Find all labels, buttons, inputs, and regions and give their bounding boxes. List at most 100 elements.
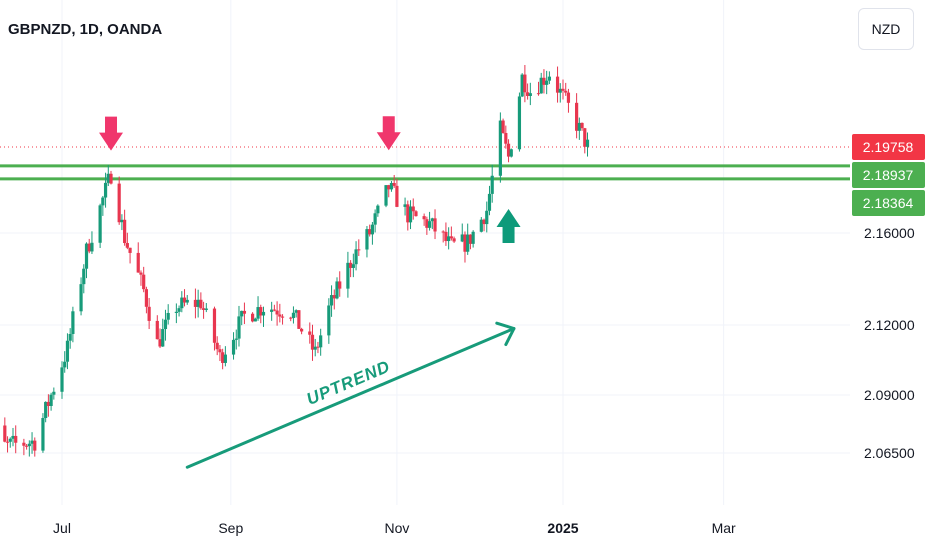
- candle: [349, 260, 353, 278]
- candle: [158, 328, 162, 349]
- candle: [357, 239, 361, 256]
- uptrend-label: UPTREND: [304, 357, 394, 409]
- candle: [201, 301, 206, 319]
- candle: [351, 253, 355, 278]
- candle: [90, 231, 94, 254]
- candle: [166, 304, 170, 325]
- candle: [338, 271, 342, 297]
- candle: [542, 69, 546, 94]
- candle: [504, 125, 508, 149]
- candle: [280, 314, 285, 325]
- candle: [82, 264, 86, 294]
- candle: [509, 148, 513, 158]
- candle: [155, 315, 159, 340]
- symbol-title[interactable]: GBPNZD, 1D, OANDA: [8, 21, 162, 38]
- price-tags: 2.19758 2.18937 2.18364: [852, 134, 925, 217]
- candle: [575, 93, 579, 139]
- candle: [414, 210, 418, 217]
- candle: [555, 66, 560, 103]
- candle: [316, 341, 320, 354]
- time-axis[interactable]: Jul Sep Nov 2025 Mar: [53, 520, 736, 536]
- candle: [561, 79, 565, 100]
- candle: [253, 317, 257, 322]
- current-price-tag: 2.19758: [852, 134, 925, 161]
- price-axis[interactable]: 2.16000 2.12000 2.09000 2.06500: [864, 225, 915, 461]
- candle: [234, 329, 238, 350]
- candle: [14, 425, 18, 454]
- candle: [221, 348, 225, 370]
- time-tick-label: Jul: [53, 520, 71, 536]
- candle: [485, 201, 489, 233]
- grid-lines: [0, 0, 850, 505]
- candle: [441, 230, 445, 243]
- candle: [370, 221, 375, 245]
- candle: [215, 336, 219, 356]
- time-tick-label: Sep: [218, 520, 243, 536]
- level-price-tag: 2.18937: [852, 162, 925, 189]
- candle: [52, 387, 56, 400]
- candle: [193, 288, 198, 319]
- time-tick-label: Mar: [712, 520, 736, 536]
- trend-line: [185, 327, 516, 469]
- time-tick-label: Nov: [384, 520, 409, 536]
- candle: [463, 231, 467, 263]
- candle: [327, 298, 331, 344]
- candle: [204, 303, 208, 313]
- candle: [365, 226, 369, 258]
- candle: [120, 214, 124, 231]
- candle: [218, 344, 222, 362]
- candle: [395, 178, 399, 208]
- candle: [237, 305, 241, 347]
- candle: [3, 417, 7, 443]
- candle: [506, 139, 511, 163]
- time-tick-label: 2025: [547, 520, 578, 536]
- candle: [479, 217, 483, 233]
- level-price-tag: 2.18364: [852, 190, 925, 217]
- candle: [539, 72, 543, 94]
- candle: [46, 394, 50, 417]
- candle: [422, 213, 426, 226]
- candlestick-series: [3, 65, 590, 457]
- candle: [144, 286, 149, 314]
- candle: [297, 310, 301, 329]
- candle: [256, 296, 260, 321]
- svg-text:2.18364: 2.18364: [863, 195, 914, 211]
- candle: [44, 401, 48, 423]
- candle: [161, 318, 165, 347]
- candle: [185, 295, 189, 305]
- candle: [231, 332, 236, 360]
- candle: [449, 226, 453, 241]
- candle: [106, 165, 110, 187]
- candle: [275, 301, 279, 326]
- candle: [147, 297, 151, 330]
- candle: [564, 82, 568, 96]
- candle: [389, 181, 394, 192]
- candle: [212, 306, 217, 351]
- candle: [8, 437, 12, 448]
- candle: [526, 83, 530, 100]
- candle: [471, 230, 475, 248]
- candle: [487, 185, 492, 216]
- candle: [63, 351, 67, 373]
- candle: [583, 127, 587, 154]
- signal-markers: [99, 116, 521, 243]
- candle: [392, 174, 396, 188]
- candle: [294, 309, 298, 318]
- candle: [376, 204, 380, 217]
- candle: [33, 437, 37, 457]
- candle: [5, 436, 10, 453]
- buy-arrow-icon: [496, 208, 521, 243]
- candle: [139, 270, 143, 286]
- candle: [308, 322, 312, 344]
- candle: [22, 438, 26, 456]
- candle: [180, 291, 184, 313]
- candle: [335, 277, 339, 300]
- candle: [199, 292, 203, 310]
- candle: [223, 346, 227, 367]
- candle: [79, 277, 83, 316]
- currency-button[interactable]: NZD: [858, 8, 914, 50]
- candle: [403, 197, 407, 216]
- candle: [558, 83, 562, 103]
- candle: [84, 242, 89, 279]
